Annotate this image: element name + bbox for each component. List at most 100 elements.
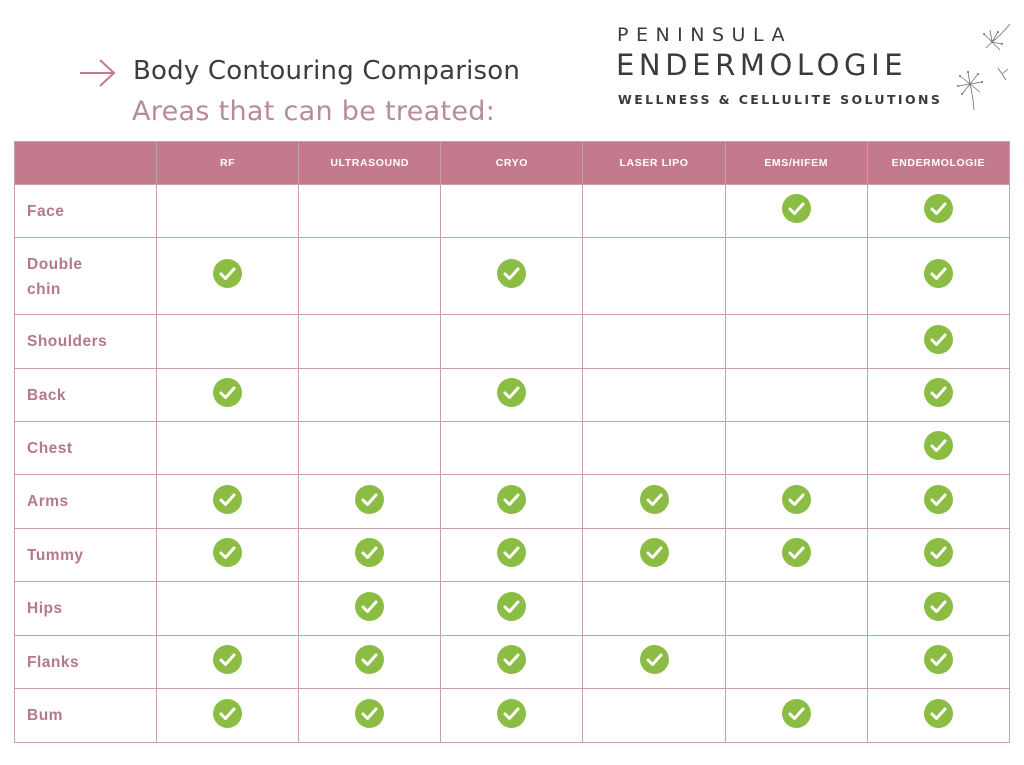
table-cell	[724, 581, 868, 636]
comparison-table: RF ULTRASOUND CRYO LASER LIPO EMS/HIFEM ENDER…	[14, 141, 1011, 743]
check-icon	[497, 591, 527, 621]
table-cell	[582, 237, 726, 315]
table-cell	[155, 635, 300, 689]
table-row: Back	[14, 368, 1011, 422]
check-icon	[923, 378, 953, 407]
table-cell	[866, 314, 1011, 369]
table-row: Tummy	[14, 528, 1011, 582]
table-cell	[440, 581, 584, 636]
table-cell	[582, 581, 726, 636]
check-icon	[923, 431, 953, 460]
brand-name-line2: ENDERMOLOGIE	[616, 48, 908, 82]
table-cell	[724, 314, 868, 369]
table-row: Flanks	[14, 635, 1011, 689]
row-label-text: Bum	[27, 707, 63, 724]
table-row: Face	[14, 184, 1011, 238]
table-cell	[724, 474, 868, 529]
table-cell	[866, 368, 1011, 422]
row-label: Back	[14, 368, 157, 422]
check-icon	[213, 484, 243, 514]
table-cell	[298, 237, 442, 315]
table-cell	[582, 184, 726, 238]
check-icon	[213, 259, 243, 288]
table-cell	[582, 421, 726, 475]
table-row: Arms	[14, 474, 1011, 529]
table-cell	[155, 474, 300, 529]
table-cell	[440, 688, 584, 743]
table-cell	[866, 528, 1011, 582]
table-cell	[298, 581, 442, 636]
check-icon	[213, 698, 243, 728]
table-cell	[724, 237, 868, 315]
row-label: Face	[14, 184, 157, 238]
table-cell	[440, 528, 584, 582]
table-row: Chest	[14, 421, 1011, 475]
check-icon	[355, 591, 385, 621]
brand-tagline: WELLNESS & CELLULITE SOLUTIONS	[618, 92, 943, 107]
column-header: CRYO	[440, 141, 584, 185]
table-cell	[298, 314, 442, 369]
table-cell	[582, 474, 726, 529]
table-corner-cell	[14, 141, 157, 185]
check-icon	[781, 194, 811, 223]
table-cell	[440, 635, 584, 689]
check-icon	[497, 538, 527, 567]
check-icon	[923, 591, 953, 621]
check-icon	[213, 645, 243, 674]
row-label-text: Double	[27, 256, 83, 273]
table-cell	[582, 368, 726, 422]
check-icon	[497, 259, 527, 288]
table-cell	[155, 237, 300, 315]
table-header-row: RF ULTRASOUND CRYO LASER LIPO EMS/HIFEM ENDER…	[14, 141, 1011, 185]
brand-name-line1: PENINSULA	[617, 24, 792, 46]
table-cell	[866, 688, 1011, 743]
check-icon	[497, 378, 527, 407]
table-cell	[440, 184, 584, 238]
table-cell	[155, 528, 300, 582]
table-cell	[582, 688, 726, 743]
check-icon	[213, 378, 243, 407]
row-label: Double chin	[14, 237, 157, 315]
table-cell	[866, 474, 1011, 529]
table-cell	[724, 368, 868, 422]
table-cell	[724, 184, 868, 238]
table-cell	[155, 314, 300, 369]
check-icon	[923, 645, 953, 674]
check-icon	[923, 259, 953, 288]
table-cell	[298, 184, 442, 238]
column-header: EMS/HIFEM	[724, 141, 868, 185]
table-cell	[155, 688, 300, 743]
table-cell	[440, 314, 584, 369]
table-cell	[866, 184, 1011, 238]
row-label: Tummy	[14, 528, 157, 582]
check-icon	[923, 538, 953, 567]
check-icon	[639, 484, 669, 514]
check-icon	[497, 698, 527, 728]
table-cell	[298, 635, 442, 689]
row-label-text: Tummy	[27, 547, 84, 564]
table-cell	[298, 528, 442, 582]
row-label-text: Shoulders	[27, 333, 108, 350]
row-label: Chest	[14, 421, 157, 475]
table-cell	[298, 688, 442, 743]
table-cell	[155, 421, 300, 475]
column-header: LASER LIPO	[582, 141, 726, 185]
table-cell	[155, 368, 300, 422]
check-icon	[923, 698, 953, 728]
check-icon	[781, 538, 811, 567]
check-icon	[639, 645, 669, 674]
row-label: Bum	[14, 688, 157, 743]
row-label-text: Arms	[27, 493, 69, 510]
row-label: Arms	[14, 474, 157, 529]
row-label: Flanks	[14, 635, 157, 689]
table-cell	[866, 635, 1011, 689]
table-body: Face Double chin Shoulders Back Chest Arms Tumm…	[14, 184, 1011, 743]
table-row: Double chin	[14, 237, 1011, 315]
table-cell	[440, 421, 584, 475]
table-cell	[724, 421, 868, 475]
check-icon	[355, 538, 385, 567]
check-icon	[923, 194, 953, 223]
check-icon	[497, 484, 527, 514]
check-icon	[781, 484, 811, 514]
table-cell	[440, 237, 584, 315]
